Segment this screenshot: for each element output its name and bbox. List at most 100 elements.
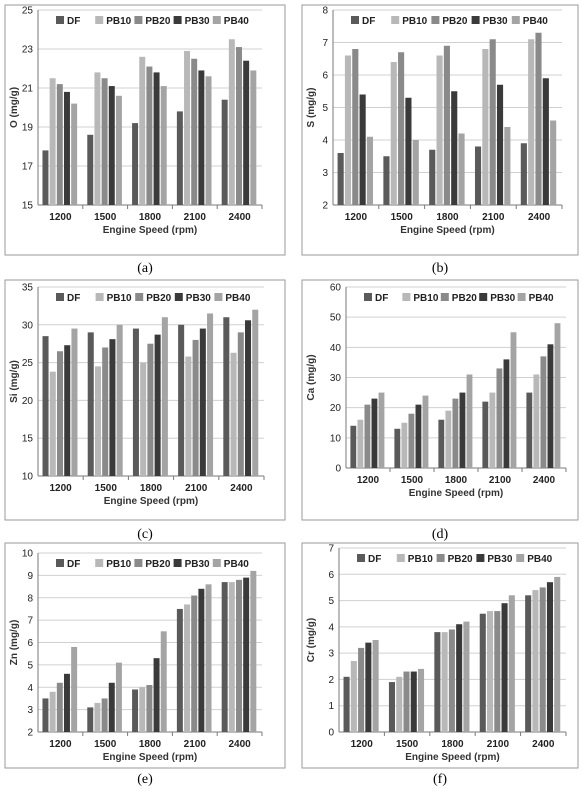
- bar-pb20-2100: [191, 58, 198, 205]
- bar-pb40-1200: [366, 136, 374, 205]
- bar-df-2100: [178, 324, 185, 476]
- bar-pb30-1800: [154, 334, 161, 476]
- bar-pb10-2400: [533, 374, 540, 468]
- legend-item-df: DF: [56, 293, 80, 304]
- legend-swatch: [431, 16, 440, 24]
- panel-caption: (f): [433, 772, 447, 787]
- y-tick-label: 35: [22, 283, 34, 294]
- bar-pb20-1800: [147, 343, 154, 476]
- bar-pb30-1500: [109, 339, 116, 476]
- legend-swatch: [135, 293, 144, 301]
- bar-pb10-2100: [487, 611, 494, 732]
- bar-pb40-2400: [554, 323, 561, 468]
- bar-pb30-1200: [64, 345, 71, 476]
- y-tick-label: 0: [335, 464, 341, 475]
- bar-pb30-1800: [153, 658, 160, 732]
- bar-pb10-1800: [140, 362, 147, 476]
- y-tick-label: 15: [22, 434, 34, 445]
- legend-swatch: [95, 559, 104, 567]
- legend-label: PB10: [107, 293, 132, 304]
- panel-caption: (c): [137, 527, 153, 542]
- bar-pb30-2400: [243, 577, 250, 732]
- bar-pb40-1500: [116, 324, 123, 476]
- y-tick-label: 20: [330, 403, 342, 414]
- bar-pb20-1200: [56, 351, 64, 476]
- bar-pb20-1500: [403, 671, 410, 732]
- bar-pb20-1200: [56, 84, 63, 205]
- x-category-label: 1500: [391, 212, 414, 223]
- legend-label: PB20: [448, 554, 473, 565]
- legend-label: PB30: [186, 293, 211, 304]
- bar-pb10-1800: [139, 687, 146, 732]
- x-category-label: 1800: [140, 483, 163, 494]
- legend-label: PB40: [224, 559, 249, 570]
- bar-pb30-2100: [198, 70, 205, 205]
- legend-swatch: [174, 293, 183, 301]
- bar-pb10-2400: [230, 352, 237, 476]
- bar-pb20-1800: [452, 398, 459, 468]
- chart-panel-4: 0 10 20 30 40 50 60 1200 1500 1800 2100 2400 Engine …: [301, 279, 579, 521]
- bar-pb10-1800: [441, 632, 448, 732]
- bar-pb10-1800: [139, 56, 146, 205]
- bar-pb10-2400: [532, 590, 539, 732]
- y-tick-label: 60: [330, 283, 342, 294]
- x-category-label: 2400: [230, 483, 253, 494]
- legend-item-pb30: PB30: [479, 293, 516, 304]
- x-category-label: 1500: [95, 483, 118, 494]
- legend-swatch: [173, 559, 182, 567]
- legend-label: PB40: [523, 16, 548, 27]
- legend-item-pb30: PB30: [174, 293, 211, 304]
- legend-swatch: [357, 554, 365, 562]
- bar-pb10-2100: [184, 604, 191, 732]
- bar-df-1500: [383, 156, 390, 205]
- legend-label: PB30: [185, 559, 210, 570]
- bar-pb30-2100: [198, 588, 205, 732]
- legend-swatch: [511, 16, 520, 24]
- bar-pb20-1500: [101, 698, 108, 732]
- bar-pb10-1200: [49, 691, 56, 732]
- panel-caption: (e): [137, 772, 153, 787]
- legend-swatch: [440, 293, 449, 301]
- bar-pb10-1200: [49, 371, 56, 476]
- bar-pb20-2400: [539, 587, 546, 732]
- legend-item-pb20: PB20: [135, 293, 172, 304]
- y-tick-label: 8: [27, 593, 33, 604]
- legend-label: PB10: [408, 554, 433, 565]
- bar-df-2400: [221, 99, 228, 205]
- legend-item-pb10: PB10: [391, 16, 428, 27]
- bar-pb10-1500: [396, 676, 403, 732]
- bar-pb10-1200: [49, 78, 56, 205]
- legend-swatch: [212, 16, 221, 24]
- y-tick-label: 17: [22, 162, 34, 173]
- legend-label: DF: [375, 293, 388, 304]
- legend-label: PB20: [145, 16, 170, 27]
- bar-pb40-1800: [161, 317, 168, 476]
- legend-label: PB20: [442, 16, 467, 27]
- legend-item-pb40: PB40: [511, 16, 548, 27]
- y-axis-title: S (mg/g): [306, 88, 317, 128]
- legend-item-pb10: PB10: [95, 293, 132, 304]
- x-category-label: 1800: [445, 475, 468, 486]
- bar-pb30-2100: [503, 359, 510, 468]
- bar-pb30-1200: [371, 398, 378, 468]
- bar-pb40-1200: [71, 328, 78, 476]
- bar-df-1500: [388, 682, 396, 732]
- x-category-label: 1500: [94, 739, 117, 750]
- bar-pb20-1200: [56, 682, 63, 732]
- x-category-label: 1800: [441, 739, 464, 750]
- legend-swatch: [134, 559, 143, 567]
- bar-pb20-2100: [489, 39, 496, 205]
- y-tick-label: 3: [322, 168, 328, 179]
- bar-pb40-2400: [250, 570, 257, 732]
- bar-pb30-1800: [153, 72, 160, 206]
- y-tick-label: 10: [22, 472, 34, 483]
- bar-pb10-1500: [94, 366, 101, 476]
- x-category-label: 1800: [139, 212, 162, 223]
- chart-panel-3: 10 15 20 25 30 35 1200 1500 1800 2100 2400 Engine S…: [4, 279, 286, 521]
- legend-swatch: [173, 16, 182, 24]
- x-axis-title: Engine Speed (rpm): [409, 488, 503, 499]
- bar-df-2400: [526, 392, 533, 468]
- bar-pb20-1500: [408, 413, 415, 468]
- bar-pb20-1200: [358, 647, 365, 732]
- bar-pb10-2400: [528, 39, 535, 205]
